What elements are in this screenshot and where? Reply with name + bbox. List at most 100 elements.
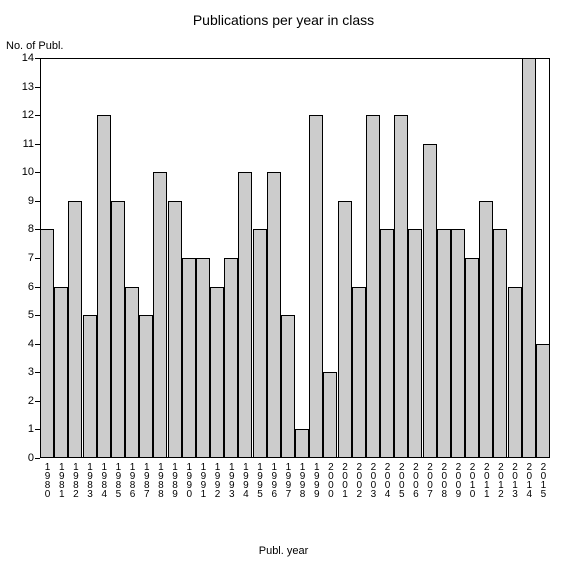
xtick-label: 2014 bbox=[524, 462, 534, 498]
bar bbox=[451, 229, 465, 458]
bar bbox=[323, 372, 337, 458]
ytick-label: 1 bbox=[10, 423, 34, 435]
xtick-label: 1980 bbox=[42, 462, 52, 498]
xtick-label: 2001 bbox=[340, 462, 350, 498]
xtick-label: 2015 bbox=[538, 462, 548, 498]
xtick-label: 1983 bbox=[85, 462, 95, 498]
xtick-label: 1992 bbox=[212, 462, 222, 498]
xtick-label: 1990 bbox=[184, 462, 194, 498]
bar bbox=[111, 201, 125, 458]
bar bbox=[366, 115, 380, 458]
bar bbox=[210, 287, 224, 458]
ytick-label: 10 bbox=[10, 166, 34, 178]
xtick-label: 2008 bbox=[439, 462, 449, 498]
bar bbox=[125, 287, 139, 458]
bar bbox=[40, 229, 54, 458]
xtick-label: 1989 bbox=[170, 462, 180, 498]
xtick-label: 1985 bbox=[113, 462, 123, 498]
xtick-label: 1994 bbox=[240, 462, 250, 498]
bar bbox=[437, 229, 451, 458]
plot-area: 0123456789101112131419801981198219831984… bbox=[40, 58, 550, 458]
chart-container: Publications per year in class No. of Pu… bbox=[0, 0, 567, 567]
bar bbox=[182, 258, 196, 458]
xtick-label: 1997 bbox=[283, 462, 293, 498]
bar bbox=[380, 229, 394, 458]
xtick-label: 2013 bbox=[510, 462, 520, 498]
bar bbox=[465, 258, 479, 458]
ytick-label: 11 bbox=[10, 138, 34, 150]
ytick-mark bbox=[35, 144, 40, 145]
bar bbox=[253, 229, 267, 458]
ytick-mark bbox=[35, 458, 40, 459]
xtick-label: 2011 bbox=[481, 462, 491, 498]
chart-title: Publications per year in class bbox=[0, 12, 567, 28]
ytick-mark bbox=[35, 115, 40, 116]
xtick-label: 1996 bbox=[269, 462, 279, 498]
xtick-label: 1995 bbox=[255, 462, 265, 498]
ytick-mark bbox=[35, 58, 40, 59]
ytick-mark bbox=[35, 87, 40, 88]
xtick-label: 2009 bbox=[453, 462, 463, 498]
bar bbox=[309, 115, 323, 458]
ytick-label: 6 bbox=[10, 281, 34, 293]
xtick-label: 1987 bbox=[141, 462, 151, 498]
ytick-label: 3 bbox=[10, 366, 34, 378]
xtick-label: 2010 bbox=[467, 462, 477, 498]
ytick-label: 0 bbox=[10, 452, 34, 464]
bar bbox=[281, 315, 295, 458]
bar bbox=[68, 201, 82, 458]
bar bbox=[97, 115, 111, 458]
xtick-label: 2007 bbox=[425, 462, 435, 498]
bar bbox=[423, 144, 437, 458]
ytick-label: 12 bbox=[10, 109, 34, 121]
bar bbox=[54, 287, 68, 458]
xtick-label: 2006 bbox=[410, 462, 420, 498]
ytick-label: 7 bbox=[10, 252, 34, 264]
xtick-label: 2000 bbox=[325, 462, 335, 498]
bar bbox=[238, 172, 252, 458]
bar bbox=[394, 115, 408, 458]
xtick-label: 1988 bbox=[155, 462, 165, 498]
ytick-label: 5 bbox=[10, 309, 34, 321]
bar bbox=[479, 201, 493, 458]
xtick-label: 2003 bbox=[368, 462, 378, 498]
xtick-label: 1998 bbox=[297, 462, 307, 498]
bar bbox=[168, 201, 182, 458]
bar bbox=[493, 229, 507, 458]
bar bbox=[295, 429, 309, 458]
xtick-label: 1982 bbox=[70, 462, 80, 498]
y-axis-label: No. of Publ. bbox=[6, 40, 63, 52]
ytick-label: 13 bbox=[10, 81, 34, 93]
xtick-label: 1999 bbox=[311, 462, 321, 498]
axis-top bbox=[40, 58, 550, 59]
xtick-label: 2004 bbox=[382, 462, 392, 498]
bar bbox=[267, 172, 281, 458]
x-axis-label: Publ. year bbox=[0, 545, 567, 557]
ytick-mark bbox=[35, 201, 40, 202]
bar bbox=[83, 315, 97, 458]
xtick-label: 1991 bbox=[198, 462, 208, 498]
ytick-label: 4 bbox=[10, 338, 34, 350]
xtick-label: 2002 bbox=[354, 462, 364, 498]
bar bbox=[408, 229, 422, 458]
ytick-label: 14 bbox=[10, 52, 34, 64]
ytick-label: 9 bbox=[10, 195, 34, 207]
ytick-mark bbox=[35, 172, 40, 173]
ytick-label: 8 bbox=[10, 223, 34, 235]
bar bbox=[536, 344, 550, 458]
bar bbox=[224, 258, 238, 458]
bar bbox=[352, 287, 366, 458]
xtick-label: 1993 bbox=[226, 462, 236, 498]
xtick-label: 2012 bbox=[495, 462, 505, 498]
xtick-label: 1981 bbox=[56, 462, 66, 498]
bar bbox=[196, 258, 210, 458]
bar bbox=[139, 315, 153, 458]
xtick-label: 1984 bbox=[99, 462, 109, 498]
xtick-label: 2005 bbox=[396, 462, 406, 498]
xtick-label: 1986 bbox=[127, 462, 137, 498]
bar bbox=[153, 172, 167, 458]
bar bbox=[522, 58, 536, 458]
ytick-label: 2 bbox=[10, 395, 34, 407]
bar bbox=[338, 201, 352, 458]
bar bbox=[508, 287, 522, 458]
